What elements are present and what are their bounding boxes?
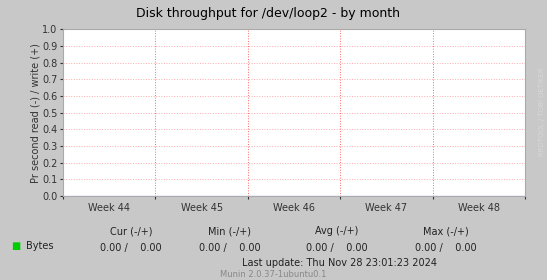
Text: 0.00 /    0.00: 0.00 / 0.00	[306, 243, 367, 253]
Text: Bytes: Bytes	[26, 241, 54, 251]
Text: Avg (-/+): Avg (-/+)	[315, 226, 358, 236]
Text: 0.00 /    0.00: 0.00 / 0.00	[415, 243, 476, 253]
Text: 0.00 /    0.00: 0.00 / 0.00	[199, 243, 260, 253]
Text: Week 45: Week 45	[181, 203, 223, 213]
Text: Last update: Thu Nov 28 23:01:23 2024: Last update: Thu Nov 28 23:01:23 2024	[242, 258, 437, 268]
Text: Min (-/+): Min (-/+)	[208, 226, 251, 236]
Text: Cur (-/+): Cur (-/+)	[110, 226, 153, 236]
Text: Week 46: Week 46	[273, 203, 315, 213]
Text: ■: ■	[11, 241, 20, 251]
Text: Munin 2.0.37-1ubuntu0.1: Munin 2.0.37-1ubuntu0.1	[220, 270, 327, 279]
Text: Week 48: Week 48	[458, 203, 500, 213]
Text: Week 44: Week 44	[88, 203, 130, 213]
Text: Week 47: Week 47	[365, 203, 408, 213]
Y-axis label: Pr second read (-) / write (+): Pr second read (-) / write (+)	[31, 43, 40, 183]
Text: Disk throughput for /dev/loop2 - by month: Disk throughput for /dev/loop2 - by mont…	[136, 7, 400, 20]
Text: 0.00 /    0.00: 0.00 / 0.00	[101, 243, 162, 253]
Text: Max (-/+): Max (-/+)	[423, 226, 469, 236]
Text: RRDTOOL / TOBI OETIKER: RRDTOOL / TOBI OETIKER	[539, 68, 545, 156]
